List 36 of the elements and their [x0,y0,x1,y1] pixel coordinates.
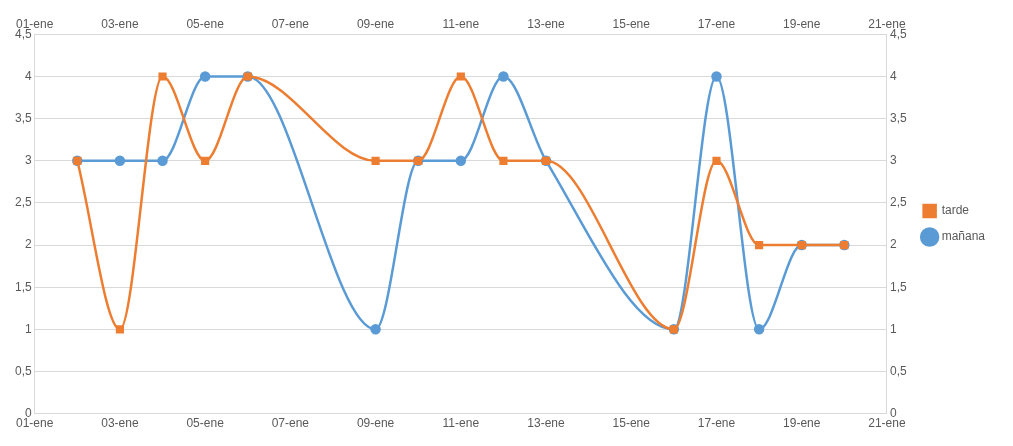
y2-tick-label: 3 [889,153,897,168]
x-tick-label: 11-ene [442,416,480,431]
y2-tick-label: 1 [889,321,897,336]
legend-label: tarde [941,203,970,218]
x2-tick-label: 13-ene [527,16,566,31]
y2-tick-label: 2 [889,237,897,252]
y2-tick-label: 4 [889,68,897,83]
y2-tick-label: 0,5 [889,363,907,378]
y2-tick-label: 2,5 [889,195,907,210]
y-tick-label: 1,5 [14,279,32,294]
x-tick-label: 15-ene [612,416,651,431]
x-tick-label: 17-ene [697,416,736,431]
x-tick-label: 07-ene [271,416,310,431]
legend-label: mañana [941,229,986,244]
y2-tick-label: 1,5 [889,279,907,294]
x2-tick-label: 15-ene [612,16,651,31]
y-tick-label: 3 [24,153,32,168]
y-tick-label: 1 [24,321,32,336]
x2-tick-label: 07-ene [271,16,310,31]
x2-tick-label: 17-ene [697,16,736,31]
x2-tick-label: 03-ene [101,16,139,31]
y2-tick-label: 3,5 [889,110,907,125]
x2-tick-label: 05-ene [186,16,225,31]
x-tick-label: 09-ene [356,416,395,431]
x-tick-label: 13-ene [527,416,566,431]
y-tick-label: 2 [24,237,32,252]
y-tick-label: 4 [24,68,32,83]
y-tick-label: 0,5 [14,363,32,378]
x2-tick-label: 11-ene [442,16,480,31]
y-tick-label: 2,5 [14,195,32,210]
x2-tick-label: 19-ene [783,16,821,31]
x2-tick-label: 09-ene [356,16,395,31]
x-tick-label: 19-ene [783,416,821,431]
y-tick-label: 3,5 [14,110,32,125]
x-tick-label: 03-ene [101,416,139,431]
x-tick-label: 05-ene [186,416,225,431]
